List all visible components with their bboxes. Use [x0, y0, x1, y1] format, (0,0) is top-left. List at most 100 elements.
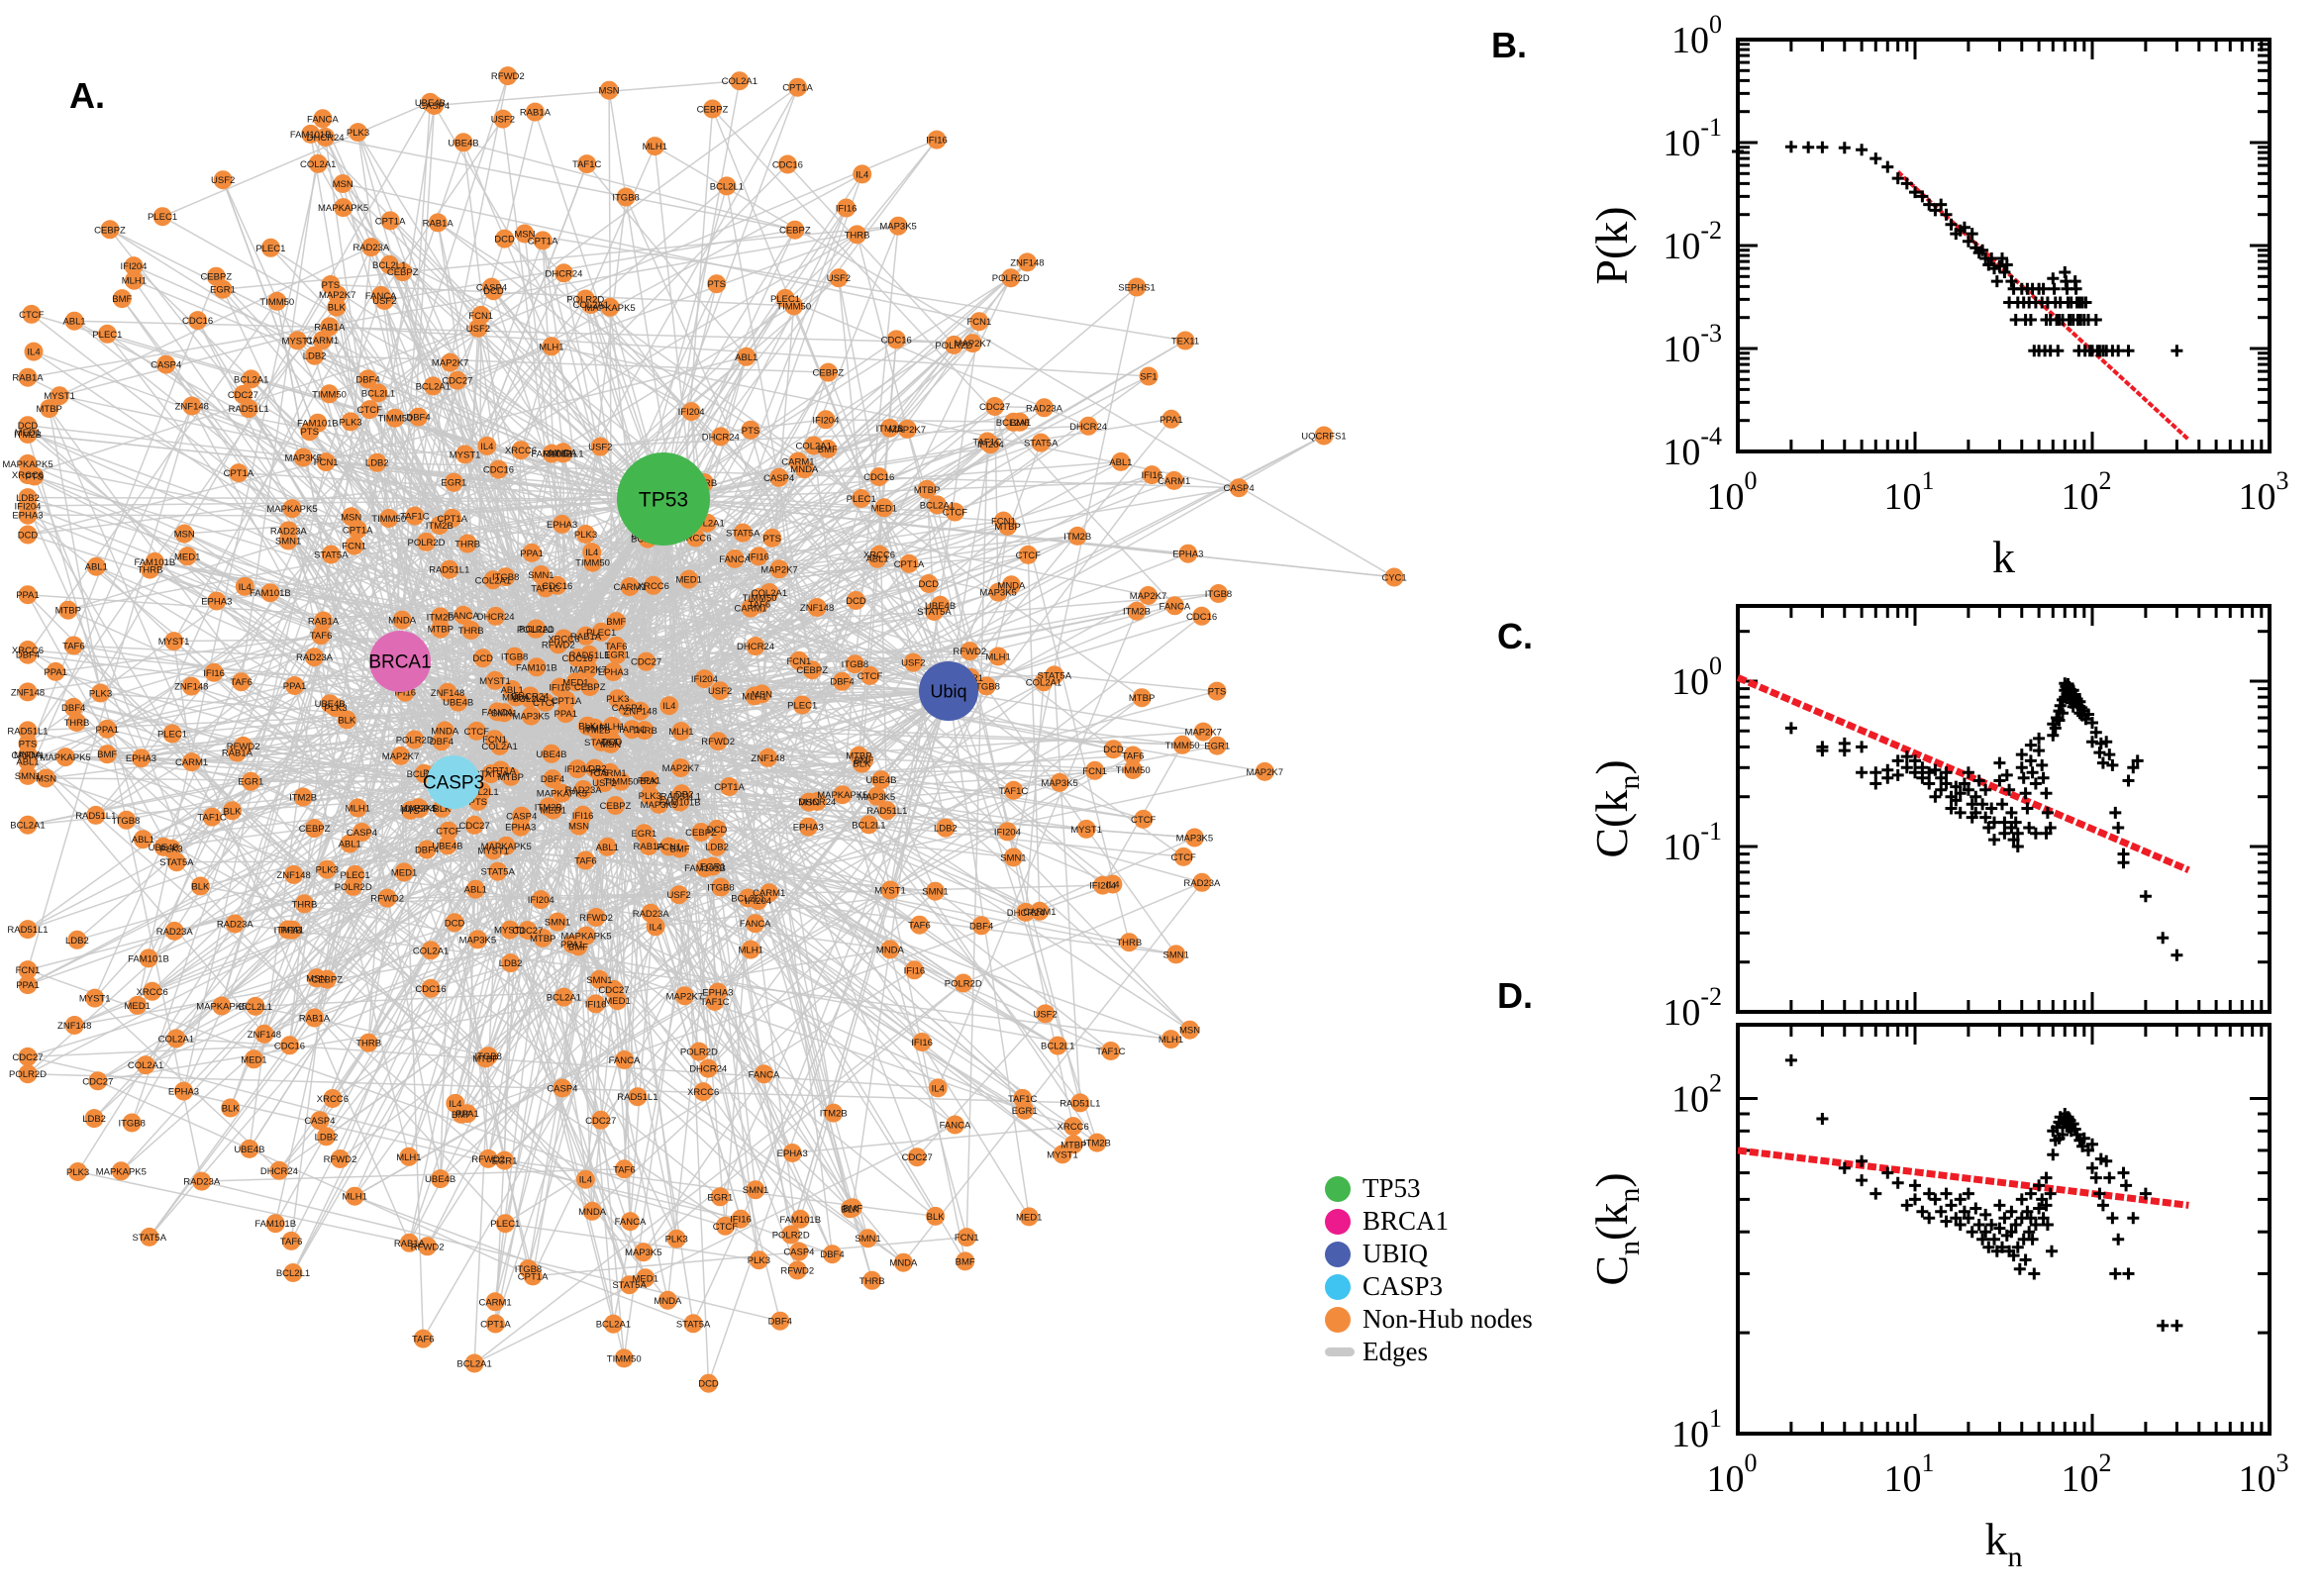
node-label: MSN	[514, 230, 535, 241]
network-edge	[27, 481, 454, 536]
node-label: CTCF	[1131, 815, 1157, 826]
node-label: MLH1	[346, 804, 370, 815]
node-label: IL4	[579, 1175, 592, 1186]
network-edge	[1054, 674, 1218, 692]
node-label: TAF6	[62, 642, 85, 652]
network-edge	[797, 407, 1045, 462]
network-edge	[330, 284, 441, 526]
node-label: RAD23A	[270, 526, 308, 537]
network-edge	[196, 320, 401, 662]
node-label: TAF1C	[531, 583, 560, 594]
node-label: BMF	[606, 617, 626, 628]
node-label: BCL2L1	[276, 1268, 310, 1279]
network-node	[401, 800, 420, 820]
node-label: LDB2	[16, 493, 40, 504]
network-edge	[600, 676, 971, 1121]
node-label: STAT5A	[480, 867, 515, 878]
node-label: USF2	[211, 175, 235, 186]
network-edge	[165, 363, 588, 727]
network-edge	[524, 233, 1186, 342]
node-label: USF2	[667, 890, 691, 901]
network-node	[353, 823, 371, 842]
node-label: SMN1	[1162, 949, 1188, 960]
node-label: CDC27	[12, 1052, 43, 1063]
node-label: ZNF148	[800, 603, 834, 614]
node-label: UBE4B	[536, 749, 566, 760]
node-label: EGR1	[631, 829, 656, 840]
network-node	[320, 694, 340, 714]
node-label: EGR1	[1204, 742, 1230, 752]
node-label: POLR2D	[772, 1231, 810, 1242]
network-edge	[542, 240, 587, 535]
network-node	[649, 794, 668, 814]
network-node	[314, 611, 333, 631]
node-label: CYC1	[1381, 573, 1406, 584]
node-label: BMF	[818, 445, 838, 455]
node-label: MAPKAPK5	[96, 1166, 147, 1177]
scatter-point	[2037, 771, 2050, 784]
network-edge	[201, 1168, 625, 1182]
node-label: MYST1	[44, 391, 75, 402]
node-label: XRCC6	[505, 446, 537, 456]
network-nodes-layer	[18, 66, 1404, 1393]
node-label: MSN	[174, 530, 195, 541]
network-edge	[662, 80, 741, 500]
network-node	[536, 692, 556, 712]
scatter-point	[2015, 748, 2028, 761]
legend-item-label: CASP3	[1363, 1271, 1444, 1301]
node-label: UBE4B	[443, 698, 473, 709]
node-label: POLR2D	[396, 736, 434, 747]
network-node	[486, 606, 506, 626]
node-label: MED1	[124, 1001, 150, 1012]
node-label: DBF4	[768, 1317, 792, 1328]
node-label: LDB2	[303, 351, 327, 362]
x-tick-label: 102	[2062, 466, 2112, 518]
x-tick-label: 100	[1707, 466, 1758, 518]
network-edge	[611, 343, 973, 743]
node-label: LDB2	[82, 1114, 106, 1125]
network-node	[439, 821, 458, 841]
node-label: TAF1C	[700, 997, 730, 1008]
panel-label-d: D.	[1497, 975, 1533, 1016]
node-label: EPHA3	[505, 823, 536, 834]
legend-item-label: TP53	[1363, 1173, 1421, 1203]
node-label: FANCA	[749, 1069, 780, 1080]
network-node	[511, 441, 531, 460]
node-label: DHCR24	[545, 268, 582, 279]
network-edge	[73, 320, 602, 743]
scatter-point	[1940, 1187, 1953, 1200]
node-label: MAP3K5	[284, 453, 322, 464]
panel-label-b: B.	[1491, 25, 1527, 65]
node-label: ITGB8	[612, 193, 639, 204]
node-label: BMF	[670, 845, 690, 855]
network-edge	[654, 146, 719, 742]
network-edge	[27, 473, 756, 697]
node-label: CEBPZ	[600, 801, 632, 812]
legend: TP53 BRCA1 UBIQ CASP3 Non-Hub nodes Edge…	[1325, 1172, 1533, 1368]
node-label: FAM101B	[516, 662, 557, 673]
network-edge	[748, 897, 1176, 955]
node-label: STAT5A	[159, 857, 194, 868]
scatter-point	[1856, 144, 1868, 156]
network-edge	[162, 846, 506, 1225]
network-node	[392, 610, 412, 630]
network-node	[511, 817, 531, 837]
node-label: FANCA	[307, 114, 339, 125]
scatter-point	[2036, 758, 2049, 771]
network-node	[501, 953, 521, 973]
network-node	[444, 472, 463, 492]
scatter-point	[2048, 282, 2061, 295]
node-label: PTS	[401, 806, 419, 817]
node-label: CPT1A	[480, 1320, 511, 1331]
network-edge	[27, 1045, 290, 1058]
node-label: IL4	[27, 348, 40, 358]
x-tick-label: 103	[2239, 466, 2289, 518]
network-node	[639, 837, 658, 855]
node-label: CDC16	[863, 472, 894, 483]
node-label: MYST1	[479, 676, 511, 687]
node-label: MYST1	[494, 926, 526, 937]
network-edge	[136, 163, 319, 1006]
network-node	[345, 536, 364, 555]
node-label: MAP3K5	[459, 935, 497, 946]
x-tick-label: 100	[1707, 1448, 1758, 1500]
